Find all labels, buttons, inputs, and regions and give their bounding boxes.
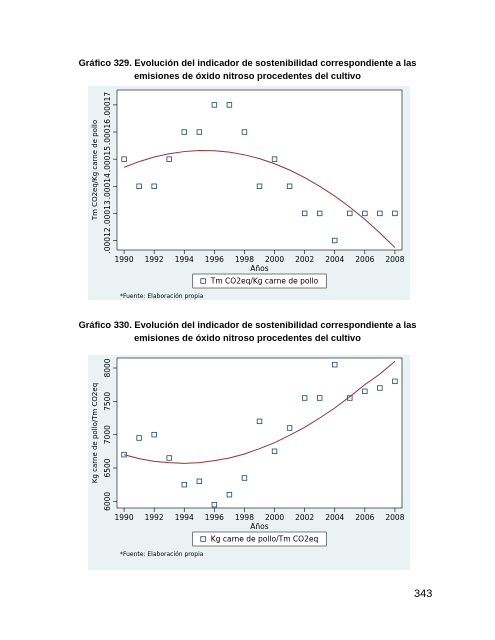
data-point xyxy=(211,501,218,508)
x-tick-label: 1992 xyxy=(145,255,164,264)
x-tick-label: 1992 xyxy=(145,513,164,522)
y-tick-label: 6500 xyxy=(103,458,112,477)
data-point xyxy=(316,395,323,401)
y-tick-label: 8000 xyxy=(103,358,112,377)
data-point xyxy=(151,183,157,189)
data-point xyxy=(301,395,308,401)
x-tick-label: 2006 xyxy=(355,513,374,522)
x-tick-label: 1990 xyxy=(115,255,134,264)
source-note: *Fuente: Elaboración propia xyxy=(120,551,204,558)
data-point xyxy=(271,156,278,162)
x-tick-label: 2000 xyxy=(265,255,284,264)
fit-line xyxy=(123,360,396,464)
page-number: 343 xyxy=(414,588,433,600)
y-tick-label: .00013 xyxy=(103,200,112,226)
data-point xyxy=(286,183,293,189)
data-point xyxy=(181,481,187,488)
data-point xyxy=(196,129,203,135)
data-point xyxy=(377,210,383,217)
x-tick-label: 1998 xyxy=(235,513,254,522)
y-axis-label: Tm CO2eq/Kg carne de pollo xyxy=(91,120,99,221)
x-tick-label: 2004 xyxy=(325,513,344,522)
data-point xyxy=(347,210,353,217)
data-point xyxy=(226,102,233,108)
y-tick-label: .00012 xyxy=(103,227,112,253)
data-point xyxy=(362,388,368,395)
y-tick-label: .00015 xyxy=(103,146,112,172)
legend-label: Kg carne de pollo/Tm CO2eq xyxy=(211,535,319,544)
y-tick-label: .00017 xyxy=(103,92,112,118)
x-tick-label: 1994 xyxy=(175,255,194,264)
y-tick-label: 7500 xyxy=(103,392,112,411)
data-point xyxy=(211,102,218,108)
data-point xyxy=(136,183,142,189)
data-point xyxy=(256,418,263,425)
y-tick-label: 7000 xyxy=(103,425,112,444)
x-tick-label: 2002 xyxy=(295,255,314,264)
y-tick-label: 6000 xyxy=(103,492,112,511)
x-tick-label: 1994 xyxy=(175,513,194,522)
legend-box xyxy=(192,531,327,547)
y-tick-label: .00014 xyxy=(103,173,112,199)
data-point xyxy=(332,237,338,244)
data-point xyxy=(151,431,157,438)
data-point xyxy=(121,451,127,458)
data-point xyxy=(332,361,338,368)
x-tick-label: 1990 xyxy=(115,513,134,522)
data-point xyxy=(166,455,172,461)
data-point xyxy=(241,475,248,481)
x-tick-label: 2002 xyxy=(295,513,314,522)
x-tick-label: 2008 xyxy=(385,255,404,264)
data-point xyxy=(166,156,172,162)
data-point xyxy=(301,210,308,217)
data-point xyxy=(226,491,233,498)
data-point xyxy=(136,435,142,441)
data-point xyxy=(271,448,278,455)
data-point xyxy=(392,378,398,385)
x-tick-label: 1996 xyxy=(205,255,224,264)
data-point xyxy=(392,210,398,217)
legend-marker xyxy=(200,278,206,284)
legend-marker xyxy=(200,536,206,542)
fit-line xyxy=(123,149,396,248)
data-point xyxy=(377,385,383,391)
data-point xyxy=(256,183,263,189)
y-axis-label: Kg carne de pollo/Tm CO2eq xyxy=(91,383,99,483)
legend-box xyxy=(192,273,327,289)
x-tick-label: 1996 xyxy=(205,513,224,522)
data-point xyxy=(286,425,293,431)
data-point xyxy=(196,478,203,485)
x-tick-label: 2000 xyxy=(265,513,284,522)
legend-label: Tm CO2eq/Kg carne de pollo xyxy=(210,277,319,286)
chart-title: Gráfico 330. Evolución del indicador de … xyxy=(78,320,417,343)
x-tick-label: 2006 xyxy=(355,255,374,264)
x-tick-label: 1998 xyxy=(235,255,254,264)
plot-area xyxy=(116,357,403,509)
x-tick-label: 2004 xyxy=(325,255,344,264)
x-axis-label: Años xyxy=(250,522,268,531)
data-point xyxy=(181,129,187,135)
y-tick-label: .00016 xyxy=(103,119,112,145)
x-axis-label: Años xyxy=(250,264,268,273)
data-point xyxy=(362,210,368,217)
source-note: *Fuente: Elaboración propia xyxy=(120,293,204,300)
data-point xyxy=(241,129,248,135)
plot-area xyxy=(116,89,403,251)
x-tick-label: 2008 xyxy=(385,513,404,522)
data-point xyxy=(316,210,323,217)
chart-title: Gráfico 329. Evolución del indicador de … xyxy=(78,58,417,81)
data-point xyxy=(121,156,127,162)
